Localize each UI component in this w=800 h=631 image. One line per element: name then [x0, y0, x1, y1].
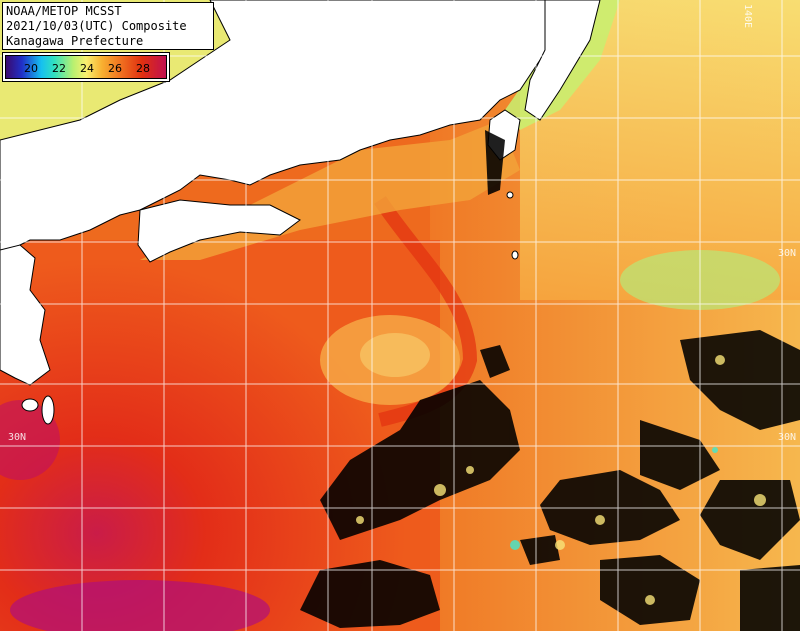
- magenta-south-patch: [10, 580, 270, 631]
- legend-tick-20: 20: [24, 62, 38, 75]
- title-source: NOAA/METOP MCSST: [6, 4, 122, 18]
- lat-label-east-upper: 30N: [778, 248, 797, 259]
- cloud-mask: [300, 130, 800, 631]
- title-region: Kanagawa Prefecture: [6, 34, 144, 48]
- temperature-legend: 20 22 24 26 28: [2, 52, 170, 82]
- legend-tick-22: 22: [52, 62, 66, 75]
- legend-color-bar: 20 22 24 26 28: [5, 55, 167, 79]
- land-island-izu1: [506, 191, 514, 199]
- land-boso: [524, 0, 601, 121]
- land-island-izu2: [511, 250, 519, 260]
- kuroshio-eddy-core: [360, 333, 430, 377]
- land-tanegashima: [41, 395, 55, 425]
- lat-label-30n-west: 30N: [8, 432, 27, 443]
- legend-tick-26: 26: [108, 62, 122, 75]
- map-title-box: NOAA/METOP MCSST 2021/10/03(UTC) Composi…: [2, 2, 214, 50]
- land-kyushu: [0, 244, 51, 386]
- cloud-edge-cool: [510, 447, 718, 550]
- land-honshu: [0, 0, 561, 251]
- land-shikoku: [137, 199, 301, 263]
- lon-label-140e: 140E: [742, 4, 753, 29]
- legend-tick-28: 28: [136, 62, 150, 75]
- lat-label-30n-east: 30N: [778, 432, 797, 443]
- cloud-edge-specks: [356, 355, 766, 605]
- land-yakushima: [21, 398, 39, 412]
- title-date: 2021/10/03(UTC) Composite: [6, 19, 187, 33]
- legend-tick-24: 24: [80, 62, 94, 75]
